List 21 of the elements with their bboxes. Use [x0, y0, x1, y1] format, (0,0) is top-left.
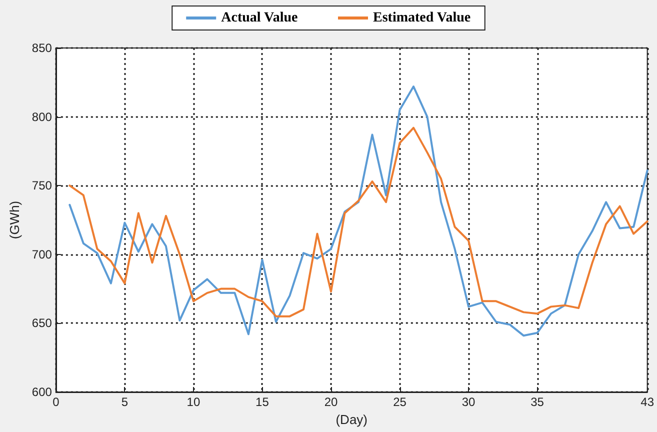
- x-tick-label: 5: [121, 395, 128, 409]
- line-series: [68, 126, 648, 318]
- y-tick-label: 600: [32, 385, 52, 399]
- y-tick-label: 800: [32, 110, 52, 124]
- x-tick-label: 25: [393, 395, 407, 409]
- y-tick-label: 750: [32, 178, 52, 193]
- y-axis-title: (GWh): [7, 200, 22, 240]
- y-tick-label: 700: [32, 247, 52, 262]
- line-series: [68, 86, 648, 337]
- legend-label: Actual Value: [221, 10, 298, 26]
- x-axis-title: (Day): [336, 412, 368, 427]
- legend-label: Estimated Value: [373, 10, 471, 26]
- x-tick-label: 20: [324, 395, 338, 409]
- x-tick-label: 10: [186, 395, 200, 409]
- x-tick-label: 35: [530, 395, 544, 409]
- x-tick-label: 15: [256, 395, 270, 409]
- x-tick-label: 0: [52, 395, 60, 409]
- y-tick-label: 850: [32, 41, 52, 55]
- y-tick-label: 650: [32, 316, 52, 330]
- x-tick-label: 30: [462, 395, 476, 409]
- x-tick-label: 43: [640, 395, 654, 409]
